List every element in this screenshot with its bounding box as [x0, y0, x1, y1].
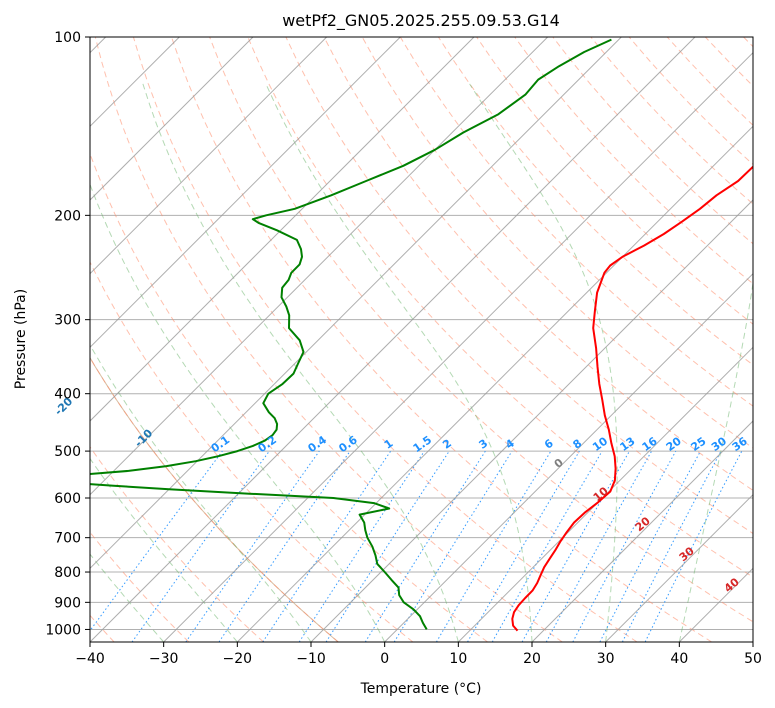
y-tick-label: 200: [54, 208, 81, 224]
y-tick-label: 800: [54, 565, 81, 581]
x-axis-label: Temperature (°C): [360, 681, 482, 697]
mixing-ratio-line: [521, 450, 630, 642]
mixing-ratio-line: [572, 450, 677, 642]
x-tick-label: 10: [449, 651, 467, 667]
y-tick-label: 700: [54, 531, 81, 547]
chart-title: wetPf2_GN05.2025.255.09.53.G14: [282, 11, 560, 31]
skewed-isotherm: [605, 493, 753, 642]
dry-adiabat-label: -30: [0, 362, 1, 385]
x-tick-label: 40: [670, 651, 688, 667]
mixing-ratio-line: [218, 450, 351, 642]
x-tick-label: −40: [75, 651, 105, 667]
moist-adiabat: [752, 640, 753, 642]
x-tick-label: −20: [223, 651, 253, 667]
moist-adiabat: [678, 280, 753, 642]
moist-adiabat: [90, 343, 312, 642]
skewed-isotherm: [90, 37, 622, 570]
dewpoint-trace: [90, 38, 612, 630]
moist-adiabat: [90, 182, 386, 642]
mixing-ratio-line: [393, 450, 513, 642]
skewed-isotherm: [90, 37, 328, 275]
skewed-isotherm: [457, 346, 753, 642]
plot-background: [90, 37, 753, 642]
x-tick-label: −10: [296, 651, 326, 667]
dry-adiabat: [323, 37, 753, 491]
skewed-isotherm: [163, 51, 753, 642]
x-tick-label: −30: [149, 651, 179, 667]
x-tick-label: 50: [744, 651, 762, 667]
moist-adiabat: [142, 83, 459, 642]
skewed-isotherm: [90, 37, 549, 496]
y-tick-label: 600: [54, 491, 81, 507]
plot-frame: [89, 36, 754, 643]
mixing-ratio-line: [185, 450, 320, 642]
mixing-ratio-line: [90, 450, 223, 632]
mixing-ratio-line: [262, 450, 392, 642]
mixing-ratio-line: [644, 450, 743, 642]
y-tick-label: 300: [54, 313, 81, 329]
y-tick-label: 900: [54, 595, 81, 611]
skewed-isotherm: [90, 37, 254, 201]
moist-adiabat: [469, 83, 618, 642]
sounding-traces: [90, 38, 753, 632]
dry-adiabat: [171, 37, 712, 642]
temperature-trace: [511, 165, 753, 632]
dry-adiabat: [476, 37, 753, 325]
x-tick-label: 0: [380, 651, 389, 667]
mixing-ratio-line: [325, 450, 450, 642]
dry-adiabat: [90, 356, 339, 642]
skewed-isotherm: [310, 199, 753, 642]
skewed-isotherm: [752, 641, 753, 642]
x-tick-label: 20: [523, 651, 541, 667]
skewed-isotherm: [531, 420, 753, 642]
skewed-isotherm: [90, 37, 696, 642]
axis-ticks: −40 −30 −20 −10 0 10 20 30 40 50 100 200 300 400 500 60…: [45, 30, 762, 667]
dry-adiabat: [247, 37, 753, 578]
background-lines: [90, 37, 753, 642]
dry-adiabat: [285, 37, 753, 535]
y-axis-label: Pressure (hPa): [13, 289, 29, 389]
dry-adiabat: [209, 37, 753, 623]
moist-adiabat: [90, 457, 238, 642]
moist-adiabat: [90, 553, 165, 642]
mixing-ratio-line: [298, 450, 425, 642]
y-tick-label: 100: [54, 30, 81, 46]
x-tick-label: 30: [597, 651, 615, 667]
skewed-isotherm: [236, 125, 753, 642]
mixing-ratio-line: [131, 450, 270, 642]
y-tick-label: 500: [54, 444, 81, 460]
moist-adiabat: [265, 83, 533, 642]
skewed-isotherm: [384, 272, 753, 642]
skewed-isotherm: [90, 37, 401, 349]
y-tick-label: 400: [54, 387, 81, 403]
dry-adiabat: [90, 260, 414, 642]
skewed-isotherm: [90, 37, 475, 422]
mixing-ratio-line: [545, 450, 653, 642]
y-tick-label: 1000: [45, 622, 81, 638]
dry-adiabat: [94, 37, 563, 642]
dry-adiabat: [514, 37, 753, 285]
dry-adiabat: [132, 37, 638, 642]
